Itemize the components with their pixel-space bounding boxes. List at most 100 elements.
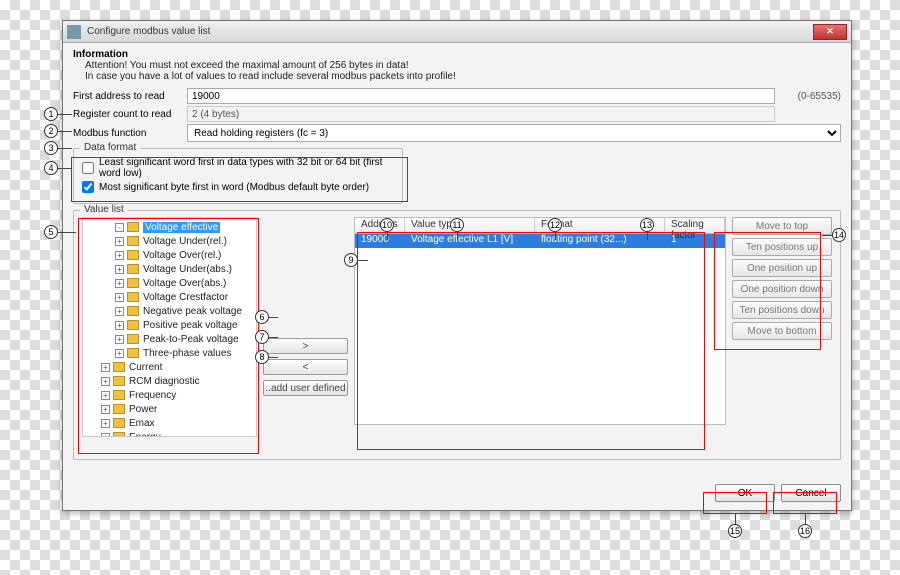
add-user-defined-button[interactable]: ..add user defined: [263, 380, 348, 396]
tree-item-label: Current: [129, 362, 162, 373]
tree-item[interactable]: + Energy: [83, 430, 256, 437]
expand-icon[interactable]: +: [115, 265, 124, 274]
expand-icon[interactable]: +: [101, 377, 110, 386]
tree-item-label: Voltage Over(abs.): [143, 278, 226, 289]
folder-icon: [127, 292, 139, 302]
ok-button[interactable]: OK: [715, 484, 775, 502]
tree-item-label: Voltage Over(rel.): [143, 250, 221, 261]
expand-icon[interactable]: +: [115, 321, 124, 330]
dialog-content: Information Attention! You must not exce…: [63, 43, 851, 510]
expand-icon[interactable]: -: [115, 223, 124, 232]
transfer-buttons: > < ..add user defined: [263, 217, 348, 437]
info-line-1: Attention! You must not exceed the maxim…: [85, 60, 841, 71]
expand-icon[interactable]: +: [115, 279, 124, 288]
lsw-first-label: Least significant word first in data typ…: [99, 157, 394, 179]
reorder-button[interactable]: One position down: [732, 280, 832, 298]
folder-icon: [113, 418, 125, 428]
callout-8: 8: [255, 350, 269, 364]
expand-icon[interactable]: +: [115, 335, 124, 344]
callout-11: 11: [450, 218, 464, 232]
tree-item[interactable]: +Power: [83, 402, 256, 416]
folder-icon: [113, 404, 125, 414]
callout-14: 14: [832, 228, 846, 242]
callout-5: 5: [44, 225, 58, 239]
remove-left-button[interactable]: <: [263, 359, 348, 375]
first-address-range: (0-65535): [781, 91, 841, 102]
tree-item-label: Voltage Crestfactor: [143, 292, 228, 303]
folder-icon: [113, 362, 125, 372]
folder-icon: [113, 376, 125, 386]
callout-1: 1: [44, 107, 58, 121]
tree-item[interactable]: + Voltage Over(rel.): [83, 248, 256, 262]
tree-item-label: Energy: [129, 432, 161, 438]
first-address-input[interactable]: [187, 88, 775, 104]
tree-item[interactable]: - Voltage effective: [83, 220, 256, 234]
reorder-button[interactable]: Move to bottom: [732, 322, 832, 340]
tree-item[interactable]: + Voltage Over(abs.): [83, 276, 256, 290]
tree-item[interactable]: +Peak-to-Peak voltage: [83, 332, 256, 346]
tree-item[interactable]: + Three-phase values: [83, 346, 256, 360]
expand-icon[interactable]: +: [101, 419, 110, 428]
add-right-button[interactable]: >: [263, 338, 348, 354]
expand-icon[interactable]: +: [101, 391, 110, 400]
expand-icon[interactable]: +: [115, 349, 124, 358]
expand-icon[interactable]: +: [101, 433, 110, 438]
callout-7: 7: [255, 330, 269, 344]
register-count-input: [187, 106, 775, 122]
reorder-button[interactable]: Ten positions down: [732, 301, 832, 319]
expand-icon[interactable]: +: [115, 293, 124, 302]
tree-item[interactable]: +Voltage Under(abs.): [83, 262, 256, 276]
checkbox-lsw-first[interactable]: Least significant word first in data typ…: [82, 157, 394, 179]
callout-10: 10: [380, 218, 394, 232]
tree-item[interactable]: +Voltage Under(rel.): [83, 234, 256, 248]
folder-icon: [127, 250, 139, 260]
cancel-button[interactable]: Cancel: [781, 484, 841, 502]
reorder-button[interactable]: Ten positions up: [732, 238, 832, 256]
folder-icon: [127, 348, 139, 358]
value-table[interactable]: Address Value type Format Scaling factor…: [354, 217, 726, 425]
msb-first-label: Most significant byte first in word (Mod…: [99, 182, 369, 193]
info-heading: Information: [73, 49, 841, 60]
close-button[interactable]: ✕: [813, 24, 847, 40]
table-row[interactable]: 19000 Voltage effective L1 [V] floating …: [355, 234, 725, 248]
folder-icon: [127, 320, 139, 330]
col-scaling[interactable]: Scaling factor: [665, 218, 725, 233]
expand-icon[interactable]: +: [101, 363, 110, 372]
tree-item-label: Three-phase values: [143, 348, 231, 359]
folder-icon: [127, 278, 139, 288]
callout-13: 13: [640, 218, 654, 232]
reorder-button[interactable]: Move to top: [732, 217, 832, 235]
tree-item[interactable]: +Positive peak voltage: [83, 318, 256, 332]
callout-9: 9: [344, 253, 358, 267]
tree-item[interactable]: +RCM diagnostic: [83, 374, 256, 388]
callout-15: 15: [728, 524, 742, 538]
tree-item[interactable]: +Emax: [83, 416, 256, 430]
tree-item-label: Voltage effective: [143, 222, 220, 233]
expand-icon[interactable]: +: [115, 307, 124, 316]
tree-item[interactable]: +Negative peak voltage: [83, 304, 256, 318]
checkbox-msb-first[interactable]: Most significant byte first in word (Mod…: [82, 181, 394, 193]
callout-4: 4: [44, 161, 58, 175]
value-list-title: Value list: [80, 204, 128, 215]
modbus-function-select[interactable]: Read holding registers (fc = 3): [187, 124, 841, 142]
msb-first-checkbox[interactable]: [82, 181, 94, 193]
expand-icon[interactable]: +: [115, 237, 124, 246]
lsw-first-checkbox[interactable]: [82, 162, 94, 174]
cell-value-type: Voltage effective L1 [V]: [405, 234, 535, 248]
col-value-type[interactable]: Value type: [405, 218, 535, 233]
folder-icon: [127, 334, 139, 344]
expand-icon[interactable]: +: [101, 405, 110, 414]
folder-icon: [113, 432, 125, 437]
register-count-label: Register count to read: [73, 109, 181, 120]
callout-16: 16: [798, 524, 812, 538]
reorder-buttons: Move to top Ten positions up One position …: [732, 217, 832, 340]
tree-item-label: Frequency: [129, 390, 176, 401]
tree-item[interactable]: + Frequency: [83, 388, 256, 402]
tree-item[interactable]: + Current: [83, 360, 256, 374]
folder-icon: [127, 236, 139, 246]
value-list-group: Value list -Voltage effective+Voltage Un…: [73, 210, 841, 460]
tree-item[interactable]: + Voltage Crestfactor: [83, 290, 256, 304]
reorder-button[interactable]: One position up: [732, 259, 832, 277]
value-tree[interactable]: -Voltage effective+Voltage Under(rel.)+V…: [82, 217, 257, 437]
expand-icon[interactable]: +: [115, 251, 124, 260]
